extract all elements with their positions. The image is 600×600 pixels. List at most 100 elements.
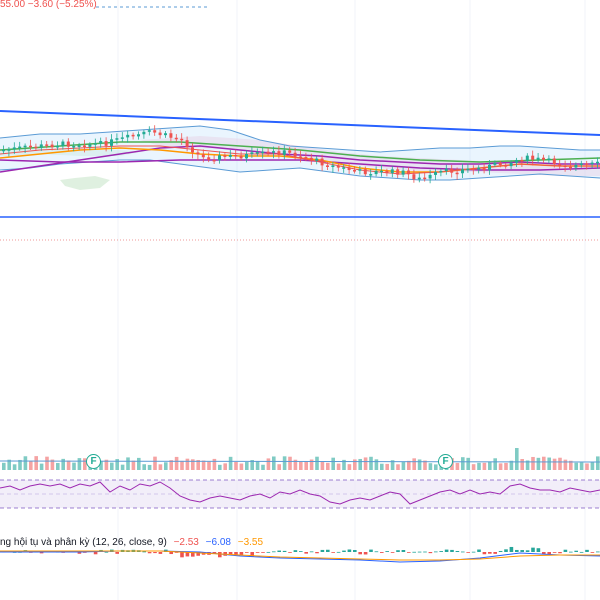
candle-body	[488, 164, 491, 171]
candle-body	[299, 156, 302, 158]
volume-bar	[255, 461, 260, 470]
macd-bar	[434, 551, 438, 553]
candle-body	[23, 145, 27, 148]
candle-body	[250, 152, 254, 155]
macd-bar	[277, 550, 281, 552]
volume-bar	[504, 462, 508, 470]
volume-bar	[29, 461, 33, 470]
macd-bar	[115, 552, 119, 554]
volume-bar	[342, 459, 346, 470]
candle-body	[353, 170, 356, 172]
macd-bar	[423, 551, 427, 553]
volume-bar	[72, 462, 76, 470]
candle-body	[61, 141, 65, 146]
volume-bar	[590, 462, 595, 470]
candle-body	[326, 165, 329, 167]
candle-body	[320, 158, 324, 166]
candle-body	[277, 151, 281, 155]
macd-bar	[515, 549, 519, 552]
volume-bar	[569, 460, 573, 470]
macd-bar	[239, 552, 244, 555]
volume-bar	[207, 461, 211, 470]
candle-body	[196, 152, 200, 155]
volume-bar	[169, 460, 173, 470]
macd-bar	[380, 552, 384, 553]
candle-body	[201, 154, 205, 158]
volume-bar	[585, 463, 589, 470]
macd-bar	[255, 552, 260, 553]
volume-bar	[239, 463, 244, 470]
volume-bar	[347, 464, 352, 470]
candle-body	[293, 152, 297, 157]
candle-body	[288, 150, 292, 153]
macd-bar	[390, 552, 395, 553]
candle-body	[88, 144, 92, 147]
candle-body	[309, 157, 313, 161]
candle-body	[228, 154, 232, 157]
candle-body	[363, 169, 367, 175]
candle-body	[66, 141, 70, 147]
earnings-marker-icon[interactable]: F	[438, 454, 453, 469]
macd-bar	[417, 551, 422, 553]
bollinger-fill	[0, 126, 600, 180]
candle-body	[239, 155, 243, 159]
macd-bar	[196, 552, 200, 556]
volume-bar	[191, 459, 195, 470]
volume-bar	[120, 464, 125, 470]
candle-body	[315, 158, 319, 161]
volume-bar	[407, 460, 411, 470]
volume-bar	[477, 462, 481, 470]
candle-body	[93, 143, 97, 145]
macd-bar	[142, 551, 146, 553]
candle-body	[493, 162, 497, 165]
candle-body	[39, 144, 43, 148]
volume-bar	[34, 456, 38, 470]
volume-bar	[563, 459, 568, 470]
macd-bar	[412, 551, 416, 553]
candle-body	[191, 147, 194, 153]
candle-body	[137, 134, 140, 137]
volume-bar	[428, 463, 433, 470]
grid-lines	[117, 0, 586, 600]
volume-bar	[299, 461, 303, 470]
candle-body	[396, 169, 400, 175]
macd-bar	[320, 549, 325, 552]
volume-bar	[201, 460, 206, 470]
volume-bar	[272, 456, 276, 470]
candle-body	[29, 145, 32, 148]
earnings-marker-icon[interactable]: F	[86, 454, 101, 469]
macd-bar	[234, 552, 238, 555]
macd-bar	[363, 552, 368, 555]
candle-body	[525, 155, 529, 161]
volume-bar	[326, 462, 330, 470]
volume-bar	[434, 464, 438, 470]
volume-bar	[336, 463, 341, 470]
volume-bar	[482, 462, 487, 470]
macd-bar	[439, 551, 443, 552]
macd-bar	[266, 551, 271, 553]
volume-bar	[223, 463, 227, 470]
macd-legend[interactable]: ng hội tụ và phân kỳ (12, 26, close, 9) …	[0, 537, 263, 549]
candle-body	[504, 165, 508, 167]
volume-bar	[315, 456, 319, 470]
volume-bar	[374, 459, 379, 470]
volume-bar	[331, 457, 335, 470]
candle-body	[7, 149, 11, 151]
candle-body	[585, 163, 589, 165]
macd-bar	[488, 552, 492, 554]
macd-bar	[293, 550, 298, 552]
candle-body	[563, 165, 567, 168]
macd-bar	[169, 552, 173, 555]
volume-bar	[115, 459, 119, 470]
volume-bar	[461, 457, 465, 470]
macd-title: ng hội tụ và phân kỳ (12, 26, close, 9)	[0, 537, 167, 548]
macd-bar	[158, 552, 163, 554]
candle-body	[423, 177, 427, 180]
candle-body	[45, 144, 49, 146]
volume-bar	[525, 460, 530, 470]
macd-bar	[288, 552, 292, 553]
rsi-band	[0, 480, 600, 508]
macd-signal-value: −3.55	[237, 537, 264, 548]
volume-bar	[50, 459, 55, 470]
